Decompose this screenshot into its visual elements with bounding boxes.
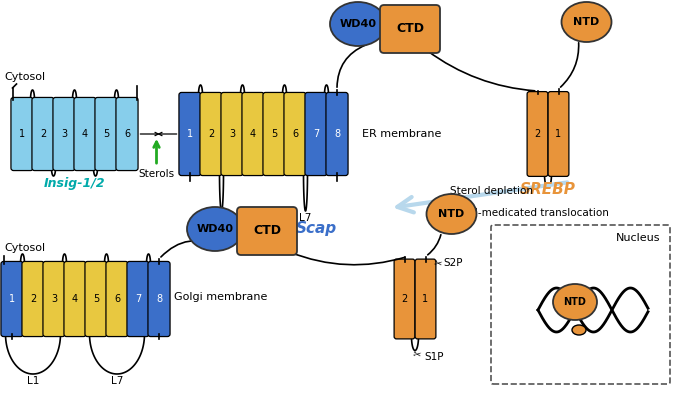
FancyBboxPatch shape xyxy=(237,207,297,255)
FancyBboxPatch shape xyxy=(11,97,33,170)
Text: Golgi membrane: Golgi membrane xyxy=(174,292,268,302)
Text: 4: 4 xyxy=(82,129,88,139)
Text: 2: 2 xyxy=(401,294,408,304)
Text: ER membrane: ER membrane xyxy=(362,129,441,139)
FancyBboxPatch shape xyxy=(380,5,440,53)
FancyBboxPatch shape xyxy=(548,92,569,177)
Text: NTD: NTD xyxy=(564,297,586,307)
Text: 1: 1 xyxy=(187,129,193,139)
FancyBboxPatch shape xyxy=(22,261,44,337)
FancyBboxPatch shape xyxy=(491,225,670,384)
Text: 1: 1 xyxy=(9,294,15,304)
Text: 2: 2 xyxy=(535,129,541,139)
Text: 5: 5 xyxy=(103,129,109,139)
FancyBboxPatch shape xyxy=(32,97,54,170)
Ellipse shape xyxy=(562,2,612,42)
Text: 5: 5 xyxy=(93,294,99,304)
Text: 7: 7 xyxy=(313,129,319,139)
FancyBboxPatch shape xyxy=(148,261,170,337)
Text: 3: 3 xyxy=(51,294,57,304)
Text: Scap: Scap xyxy=(296,221,336,236)
Text: 1: 1 xyxy=(19,129,25,139)
FancyBboxPatch shape xyxy=(242,93,264,176)
Text: L7: L7 xyxy=(300,213,312,223)
Text: SREBP: SREBP xyxy=(520,183,576,198)
Text: 2: 2 xyxy=(40,129,46,139)
FancyBboxPatch shape xyxy=(527,92,548,177)
Text: 6: 6 xyxy=(292,129,298,139)
FancyBboxPatch shape xyxy=(64,261,86,337)
Text: CTD: CTD xyxy=(396,23,424,36)
FancyBboxPatch shape xyxy=(179,93,201,176)
Ellipse shape xyxy=(572,325,586,335)
FancyBboxPatch shape xyxy=(106,261,128,337)
Text: WD40: WD40 xyxy=(340,19,377,29)
Text: 7: 7 xyxy=(135,294,141,304)
FancyBboxPatch shape xyxy=(221,93,243,176)
Text: Insig-1/2: Insig-1/2 xyxy=(44,177,106,191)
Text: 6: 6 xyxy=(114,294,120,304)
Text: 2: 2 xyxy=(30,294,36,304)
Text: 3: 3 xyxy=(229,129,235,139)
Text: 5: 5 xyxy=(271,129,277,139)
Text: L1: L1 xyxy=(215,213,227,223)
Text: S1P: S1P xyxy=(424,351,444,362)
Text: 3: 3 xyxy=(61,129,67,139)
FancyBboxPatch shape xyxy=(200,93,222,176)
Text: NTD: NTD xyxy=(573,17,600,27)
FancyBboxPatch shape xyxy=(116,97,138,170)
FancyBboxPatch shape xyxy=(74,97,96,170)
Text: Nucleus: Nucleus xyxy=(616,233,660,243)
FancyBboxPatch shape xyxy=(284,93,306,176)
Text: 6: 6 xyxy=(124,129,130,139)
FancyBboxPatch shape xyxy=(43,261,65,337)
Text: Cytosol: Cytosol xyxy=(4,243,45,253)
Text: Cytosol: Cytosol xyxy=(4,72,45,82)
FancyBboxPatch shape xyxy=(326,93,348,176)
Text: S2P: S2P xyxy=(443,258,463,268)
Text: 4: 4 xyxy=(250,129,256,139)
FancyBboxPatch shape xyxy=(305,93,327,176)
Text: CTD: CTD xyxy=(253,225,281,238)
Text: ✂: ✂ xyxy=(434,257,443,269)
FancyBboxPatch shape xyxy=(415,259,436,339)
Text: 4: 4 xyxy=(72,294,78,304)
Text: 1: 1 xyxy=(422,294,428,304)
Text: 1: 1 xyxy=(556,129,562,139)
FancyBboxPatch shape xyxy=(1,261,23,337)
FancyBboxPatch shape xyxy=(263,93,285,176)
Text: COPII-medicated translocation: COPII-medicated translocation xyxy=(450,208,609,218)
FancyBboxPatch shape xyxy=(127,261,149,337)
Text: ✂: ✂ xyxy=(413,349,422,360)
FancyBboxPatch shape xyxy=(394,259,415,339)
Text: Sterol depletion: Sterol depletion xyxy=(450,186,533,196)
FancyBboxPatch shape xyxy=(53,97,75,170)
Text: Sterols: Sterols xyxy=(138,169,174,179)
FancyBboxPatch shape xyxy=(95,97,117,170)
Ellipse shape xyxy=(330,2,386,46)
FancyArrowPatch shape xyxy=(397,182,567,213)
Text: L1: L1 xyxy=(27,376,39,386)
Text: NTD: NTD xyxy=(439,209,464,219)
Text: 2: 2 xyxy=(208,129,214,139)
Text: L7: L7 xyxy=(111,376,123,386)
FancyBboxPatch shape xyxy=(85,261,107,337)
Text: 8: 8 xyxy=(156,294,162,304)
Text: WD40: WD40 xyxy=(197,224,234,234)
Ellipse shape xyxy=(426,194,477,234)
Ellipse shape xyxy=(553,284,597,320)
Text: 8: 8 xyxy=(334,129,340,139)
Ellipse shape xyxy=(187,207,243,251)
